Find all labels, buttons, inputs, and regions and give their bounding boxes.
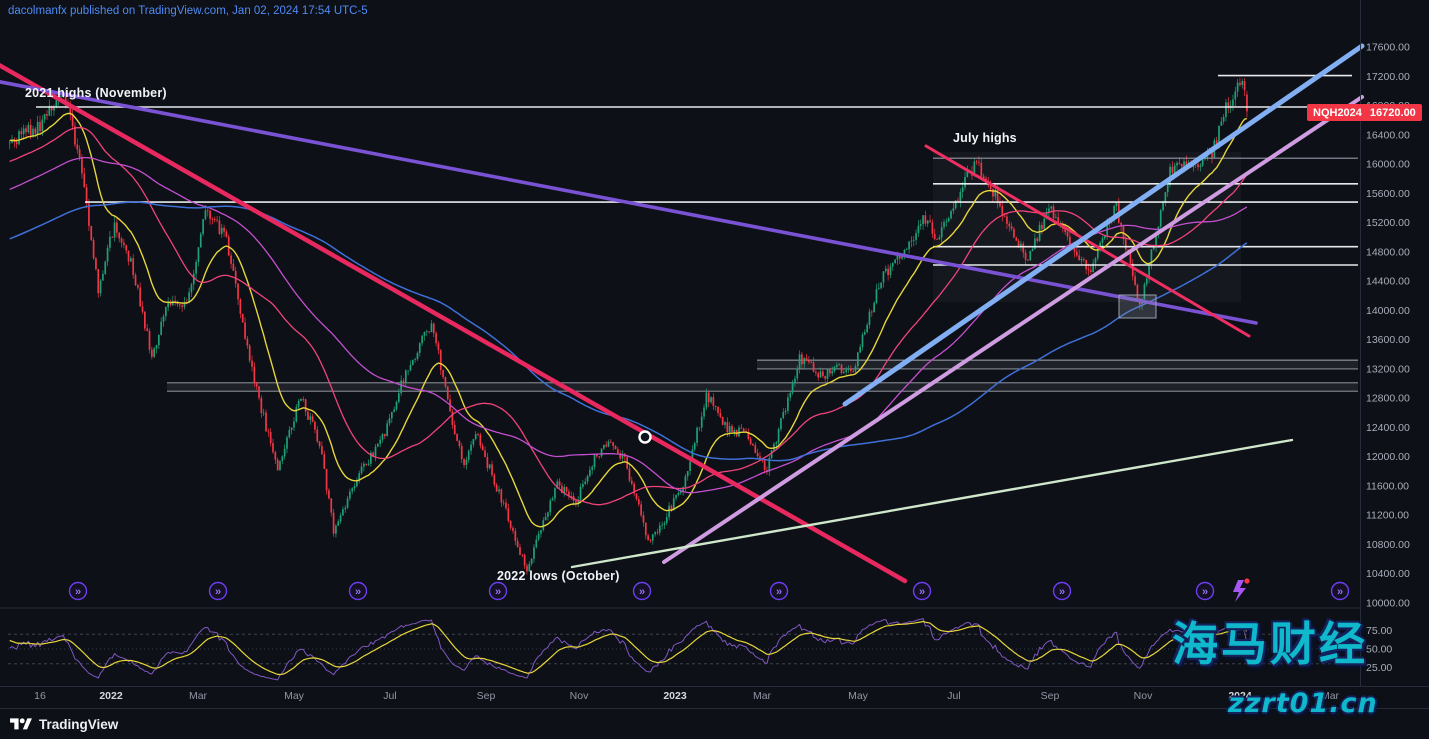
time-axis-label: Mar bbox=[753, 690, 772, 702]
svg-text:»: » bbox=[1337, 586, 1343, 598]
price-axis-label: 12800.00 bbox=[1366, 393, 1410, 405]
price-axis-label: 16000.00 bbox=[1366, 159, 1410, 171]
uptrend-2023[interactable] bbox=[842, 43, 1365, 407]
anchor-icon[interactable]: » bbox=[68, 581, 88, 601]
price-axis-label: 14400.00 bbox=[1366, 276, 1410, 288]
flash-icon[interactable] bbox=[1233, 578, 1250, 602]
annotation-2021-highs: 2021 highs (November) bbox=[25, 86, 167, 100]
watermark-line1: 海马财经 bbox=[1172, 617, 1368, 671]
time-axis-label: Jul bbox=[383, 690, 396, 702]
price-axis-label: 11200.00 bbox=[1366, 510, 1409, 522]
time-axis-label: Nov bbox=[1134, 690, 1153, 702]
anchor-icon[interactable]: » bbox=[488, 581, 508, 601]
tradingview-logo[interactable] bbox=[10, 716, 32, 733]
anchor-icon[interactable]: » bbox=[912, 581, 932, 601]
tradingview-brand[interactable]: TradingView bbox=[39, 716, 119, 732]
rsi-axis-label: 50.00 bbox=[1366, 644, 1392, 656]
anchor-icon[interactable]: » bbox=[769, 581, 789, 601]
rsi-axis-label: 75.00 bbox=[1366, 625, 1392, 637]
time-axis-label: 2023 bbox=[663, 690, 687, 702]
anchor-icon[interactable]: » bbox=[1195, 581, 1215, 601]
anchor-icon[interactable]: » bbox=[1330, 581, 1350, 601]
levels-layer[interactable] bbox=[36, 74, 1358, 266]
anchor-icon[interactable]: » bbox=[208, 581, 228, 601]
svg-text:»: » bbox=[495, 586, 501, 598]
publish-credit[interactable]: dacolmanfx published on TradingView.com,… bbox=[8, 5, 368, 17]
candles-layer bbox=[8, 77, 1248, 575]
price-axis-label: 14800.00 bbox=[1366, 246, 1410, 258]
price-axis-label: 13200.00 bbox=[1366, 363, 1410, 375]
price-axis-label: 11600.00 bbox=[1366, 480, 1409, 492]
time-axis-label: Sep bbox=[477, 690, 496, 702]
time-axis-label: Sep bbox=[1041, 690, 1060, 702]
svg-text:»: » bbox=[639, 586, 645, 598]
svg-text:»: » bbox=[919, 586, 925, 598]
time-axis-label: Jul bbox=[947, 690, 960, 702]
symbol-name: NQH2024 bbox=[1313, 106, 1362, 119]
correction-line[interactable] bbox=[924, 144, 1251, 338]
last-price-label: NQH2024 16720.00 bbox=[1307, 104, 1422, 121]
price-axis-label: 12400.00 bbox=[1366, 422, 1410, 434]
downtrend-2021[interactable] bbox=[0, 57, 908, 584]
price-axis-label: 15600.00 bbox=[1366, 188, 1410, 200]
price-axis-label: 10400.00 bbox=[1366, 568, 1410, 580]
price-axis-label: 10000.00 bbox=[1366, 597, 1410, 609]
time-axis-label: 2022 bbox=[99, 690, 123, 702]
watermark-line2: zzrt01.cn bbox=[1228, 688, 1378, 719]
price-axis-label: 15200.00 bbox=[1366, 217, 1410, 229]
footer-bar: TradingView bbox=[0, 708, 1429, 739]
trends-layer[interactable] bbox=[0, 43, 1365, 584]
anchor-icon[interactable]: » bbox=[348, 581, 368, 601]
last-price-value: 16720.00 bbox=[1369, 106, 1416, 119]
downtrend-long[interactable] bbox=[0, 79, 1258, 325]
highlight-box[interactable] bbox=[1118, 294, 1157, 319]
time-axis-label: 16 bbox=[34, 690, 46, 702]
axis-layer: 17600.0017200.0016800.0016400.0016000.00… bbox=[0, 0, 1429, 702]
svg-text:»: » bbox=[355, 586, 361, 598]
annotation-july-highs: July highs bbox=[953, 131, 1017, 145]
svg-text:»: » bbox=[215, 586, 221, 598]
rsi-layer bbox=[8, 618, 1358, 681]
svg-text:»: » bbox=[776, 586, 782, 598]
rsi-axis-label: 25.00 bbox=[1366, 662, 1392, 674]
circle-marker[interactable] bbox=[638, 430, 652, 444]
uptrend-long[interactable] bbox=[662, 95, 1364, 564]
svg-text:»: » bbox=[75, 586, 81, 598]
price-axis-label: 17600.00 bbox=[1366, 42, 1410, 54]
annotation-2022-lows: 2022 lows (October) bbox=[497, 569, 620, 583]
time-axis-label: May bbox=[848, 690, 869, 702]
anchor-icon[interactable]: » bbox=[632, 581, 652, 601]
svg-text:»: » bbox=[1059, 586, 1065, 598]
anchor-icon[interactable]: » bbox=[1052, 581, 1072, 601]
svg-text:»: » bbox=[1202, 586, 1208, 598]
time-axis-label: Nov bbox=[570, 690, 589, 702]
price-axis-label: 10800.00 bbox=[1366, 539, 1410, 551]
icons-layer[interactable]: » » » » » » » » » » bbox=[68, 578, 1350, 602]
price-axis-label: 14000.00 bbox=[1366, 305, 1410, 317]
time-axis-label: Mar bbox=[1321, 690, 1340, 702]
time-axis-label: Mar bbox=[189, 690, 208, 702]
time-axis-label: May bbox=[284, 690, 305, 702]
price-axis-label: 13600.00 bbox=[1366, 334, 1410, 346]
price-axis-label: 12000.00 bbox=[1366, 451, 1410, 463]
uptrend-green[interactable] bbox=[570, 438, 1294, 569]
marks-layer bbox=[638, 294, 1157, 444]
price-axis-label: 17200.00 bbox=[1366, 71, 1410, 83]
price-axis-label: 16400.00 bbox=[1366, 129, 1410, 141]
time-axis-label: 2024 bbox=[1228, 690, 1252, 702]
bands-layer[interactable] bbox=[167, 359, 1358, 392]
